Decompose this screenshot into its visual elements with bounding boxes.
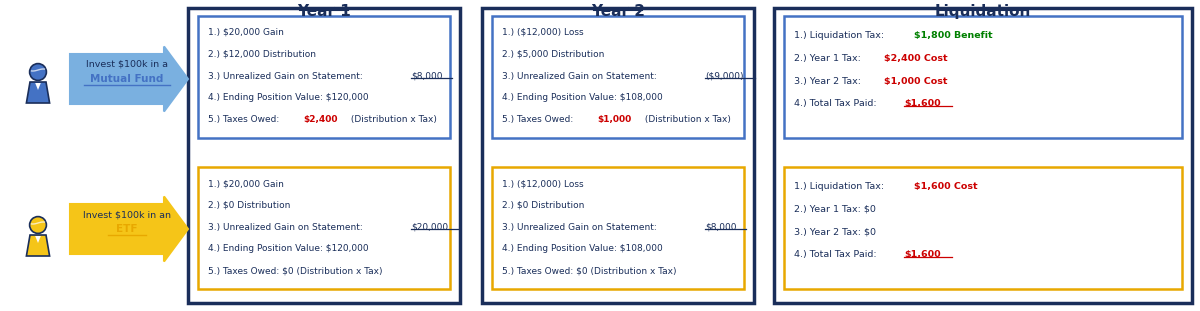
Text: 2.) $0 Distribution: 2.) $0 Distribution	[502, 201, 584, 210]
Text: (Distribution x Tax): (Distribution x Tax)	[642, 115, 731, 124]
Text: 3.) Year 2 Tax:: 3.) Year 2 Tax:	[794, 77, 864, 86]
Text: 4.) Ending Position Value: $120,000: 4.) Ending Position Value: $120,000	[208, 93, 368, 102]
Text: $20,000: $20,000	[412, 223, 449, 232]
Text: ETF: ETF	[116, 224, 138, 234]
Text: 4.) Ending Position Value: $108,000: 4.) Ending Position Value: $108,000	[502, 93, 662, 102]
Polygon shape	[35, 236, 41, 243]
Text: (Distribution x Tax): (Distribution x Tax)	[348, 115, 437, 124]
Text: 1.) ($12,000) Loss: 1.) ($12,000) Loss	[502, 28, 583, 37]
Circle shape	[30, 64, 47, 81]
Text: 2.) Year 1 Tax:: 2.) Year 1 Tax:	[794, 54, 864, 63]
Text: $1,600 Cost: $1,600 Cost	[914, 182, 978, 191]
Text: 4.) Ending Position Value: $108,000: 4.) Ending Position Value: $108,000	[502, 244, 662, 253]
Text: Year 1: Year 1	[298, 4, 350, 19]
Polygon shape	[26, 235, 49, 256]
Text: 2.) $12,000 Distribution: 2.) $12,000 Distribution	[208, 50, 316, 59]
Text: $1,800 Benefit: $1,800 Benefit	[914, 31, 992, 40]
Text: $2,400: $2,400	[304, 115, 338, 124]
Circle shape	[30, 216, 47, 233]
Text: 3.) Year 2 Tax: $0: 3.) Year 2 Tax: $0	[794, 228, 876, 237]
Text: 4.) Ending Position Value: $120,000: 4.) Ending Position Value: $120,000	[208, 244, 368, 253]
Text: 1.) $20,000 Gain: 1.) $20,000 Gain	[208, 28, 284, 37]
Polygon shape	[70, 197, 188, 262]
Text: 1.) Liquidation Tax:: 1.) Liquidation Tax:	[794, 31, 887, 40]
FancyBboxPatch shape	[492, 167, 744, 289]
Polygon shape	[35, 83, 41, 90]
FancyBboxPatch shape	[198, 167, 450, 289]
FancyBboxPatch shape	[784, 167, 1182, 289]
Text: 5.) Taxes Owed:: 5.) Taxes Owed:	[208, 115, 282, 124]
FancyBboxPatch shape	[492, 16, 744, 138]
FancyBboxPatch shape	[784, 16, 1182, 138]
Text: 1.) Liquidation Tax:: 1.) Liquidation Tax:	[794, 182, 887, 191]
Text: Year 2: Year 2	[592, 4, 646, 19]
Text: 3.) Unrealized Gain on Statement:: 3.) Unrealized Gain on Statement:	[208, 72, 366, 81]
Text: ($9,000): ($9,000)	[706, 72, 744, 81]
Text: 2.) Year 1 Tax: $0: 2.) Year 1 Tax: $0	[794, 205, 876, 214]
Text: 3.) Unrealized Gain on Statement:: 3.) Unrealized Gain on Statement:	[502, 72, 660, 81]
Text: $8,000: $8,000	[412, 72, 443, 81]
Text: Mutual Fund: Mutual Fund	[90, 74, 163, 84]
FancyBboxPatch shape	[188, 8, 460, 303]
Text: $1,000 Cost: $1,000 Cost	[884, 77, 948, 86]
Text: 5.) Taxes Owed:: 5.) Taxes Owed:	[502, 115, 576, 124]
FancyBboxPatch shape	[774, 8, 1192, 303]
FancyBboxPatch shape	[198, 16, 450, 138]
Text: 1.) ($12,000) Loss: 1.) ($12,000) Loss	[502, 179, 583, 188]
Text: 3.) Unrealized Gain on Statement:: 3.) Unrealized Gain on Statement:	[502, 223, 660, 232]
Text: 5.) Taxes Owed: $0 (Distribution x Tax): 5.) Taxes Owed: $0 (Distribution x Tax)	[502, 266, 677, 275]
Text: Invest $100k in an: Invest $100k in an	[83, 211, 172, 220]
Text: $1,000: $1,000	[598, 115, 632, 124]
Polygon shape	[26, 82, 49, 103]
Text: $8,000: $8,000	[706, 223, 737, 232]
Text: 4.) Total Tax Paid:: 4.) Total Tax Paid:	[794, 100, 880, 109]
Polygon shape	[70, 47, 188, 112]
FancyBboxPatch shape	[482, 8, 754, 303]
Text: 4.) Total Tax Paid:: 4.) Total Tax Paid:	[794, 250, 880, 259]
Text: $1,600: $1,600	[905, 250, 941, 259]
Text: Invest $100k in a: Invest $100k in a	[86, 59, 168, 68]
Text: 2.) $0 Distribution: 2.) $0 Distribution	[208, 201, 290, 210]
Text: $1,600: $1,600	[905, 100, 941, 109]
Text: 5.) Taxes Owed: $0 (Distribution x Tax): 5.) Taxes Owed: $0 (Distribution x Tax)	[208, 266, 383, 275]
Text: 2.) $5,000 Distribution: 2.) $5,000 Distribution	[502, 50, 605, 59]
Text: 1.) $20,000 Gain: 1.) $20,000 Gain	[208, 179, 284, 188]
Text: $2,400 Cost: $2,400 Cost	[884, 54, 948, 63]
Text: 3.) Unrealized Gain on Statement:: 3.) Unrealized Gain on Statement:	[208, 223, 366, 232]
Text: Liquidation: Liquidation	[935, 4, 1031, 19]
